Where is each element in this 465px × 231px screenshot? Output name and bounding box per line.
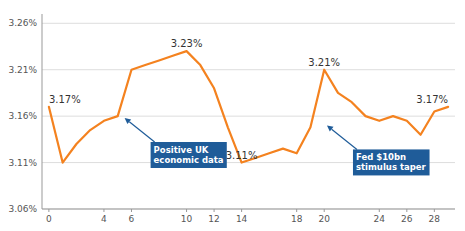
grid-line xyxy=(42,69,455,70)
callout-box xyxy=(353,149,430,175)
chart: 3.06% 3.11% 3.16% 3.21% 3.26% 0 4 6 10 12 14 18 20 24… xyxy=(0,0,465,231)
y-tick-label: 3.26% xyxy=(8,18,37,28)
x-tick-label: 26 xyxy=(401,214,413,224)
x-tick-label: 6 xyxy=(129,214,135,224)
data-label: 3.21% xyxy=(308,57,340,68)
callout-text: Fed $10bnstimulus taper xyxy=(356,152,427,172)
callout-box xyxy=(151,142,227,168)
x-tick-label: 0 xyxy=(46,214,52,224)
x-tick-label: 20 xyxy=(318,214,330,224)
grid-line xyxy=(42,209,455,210)
x-tick-label: 10 xyxy=(181,214,193,224)
grid-line xyxy=(42,23,455,24)
callout-arrow xyxy=(129,122,154,142)
data-label: 3.11% xyxy=(226,150,258,161)
y-tick-label: 3.06% xyxy=(8,204,37,214)
plot-area xyxy=(49,51,448,162)
x-tick-label: 14 xyxy=(236,214,248,224)
callout: Fed $10bnstimulus taper xyxy=(327,125,430,175)
data-label: 3.17% xyxy=(416,94,448,105)
x-axis-line xyxy=(42,209,455,210)
x-tick-label: 28 xyxy=(429,214,441,224)
callout-arrow xyxy=(332,129,357,149)
callout: Positive UKeconomic data xyxy=(125,118,227,168)
data-label: 3.17% xyxy=(49,94,81,105)
callout-text-line: economic data xyxy=(154,155,224,165)
callout-text: Positive UKeconomic data xyxy=(154,145,224,165)
y-tick-label: 3.16% xyxy=(8,111,37,121)
y-tick-label: 3.21% xyxy=(8,65,37,75)
x-tick-label: 18 xyxy=(291,214,303,224)
x-tick-label: 12 xyxy=(208,214,219,224)
line xyxy=(49,51,448,162)
x-tick-label: 24 xyxy=(374,214,386,224)
callout-arrowhead xyxy=(125,118,132,124)
y-axis-line xyxy=(42,14,43,209)
data-label: 3.23% xyxy=(171,38,203,49)
callout-text-line: Fed $10bn xyxy=(356,152,406,162)
callout-text-line: Positive UK xyxy=(154,145,209,155)
x-tick-label: 4 xyxy=(101,214,107,224)
callout-arrowhead xyxy=(327,125,334,131)
callout-text-line: stimulus taper xyxy=(356,162,427,172)
y-tick-label: 3.11% xyxy=(8,158,37,168)
